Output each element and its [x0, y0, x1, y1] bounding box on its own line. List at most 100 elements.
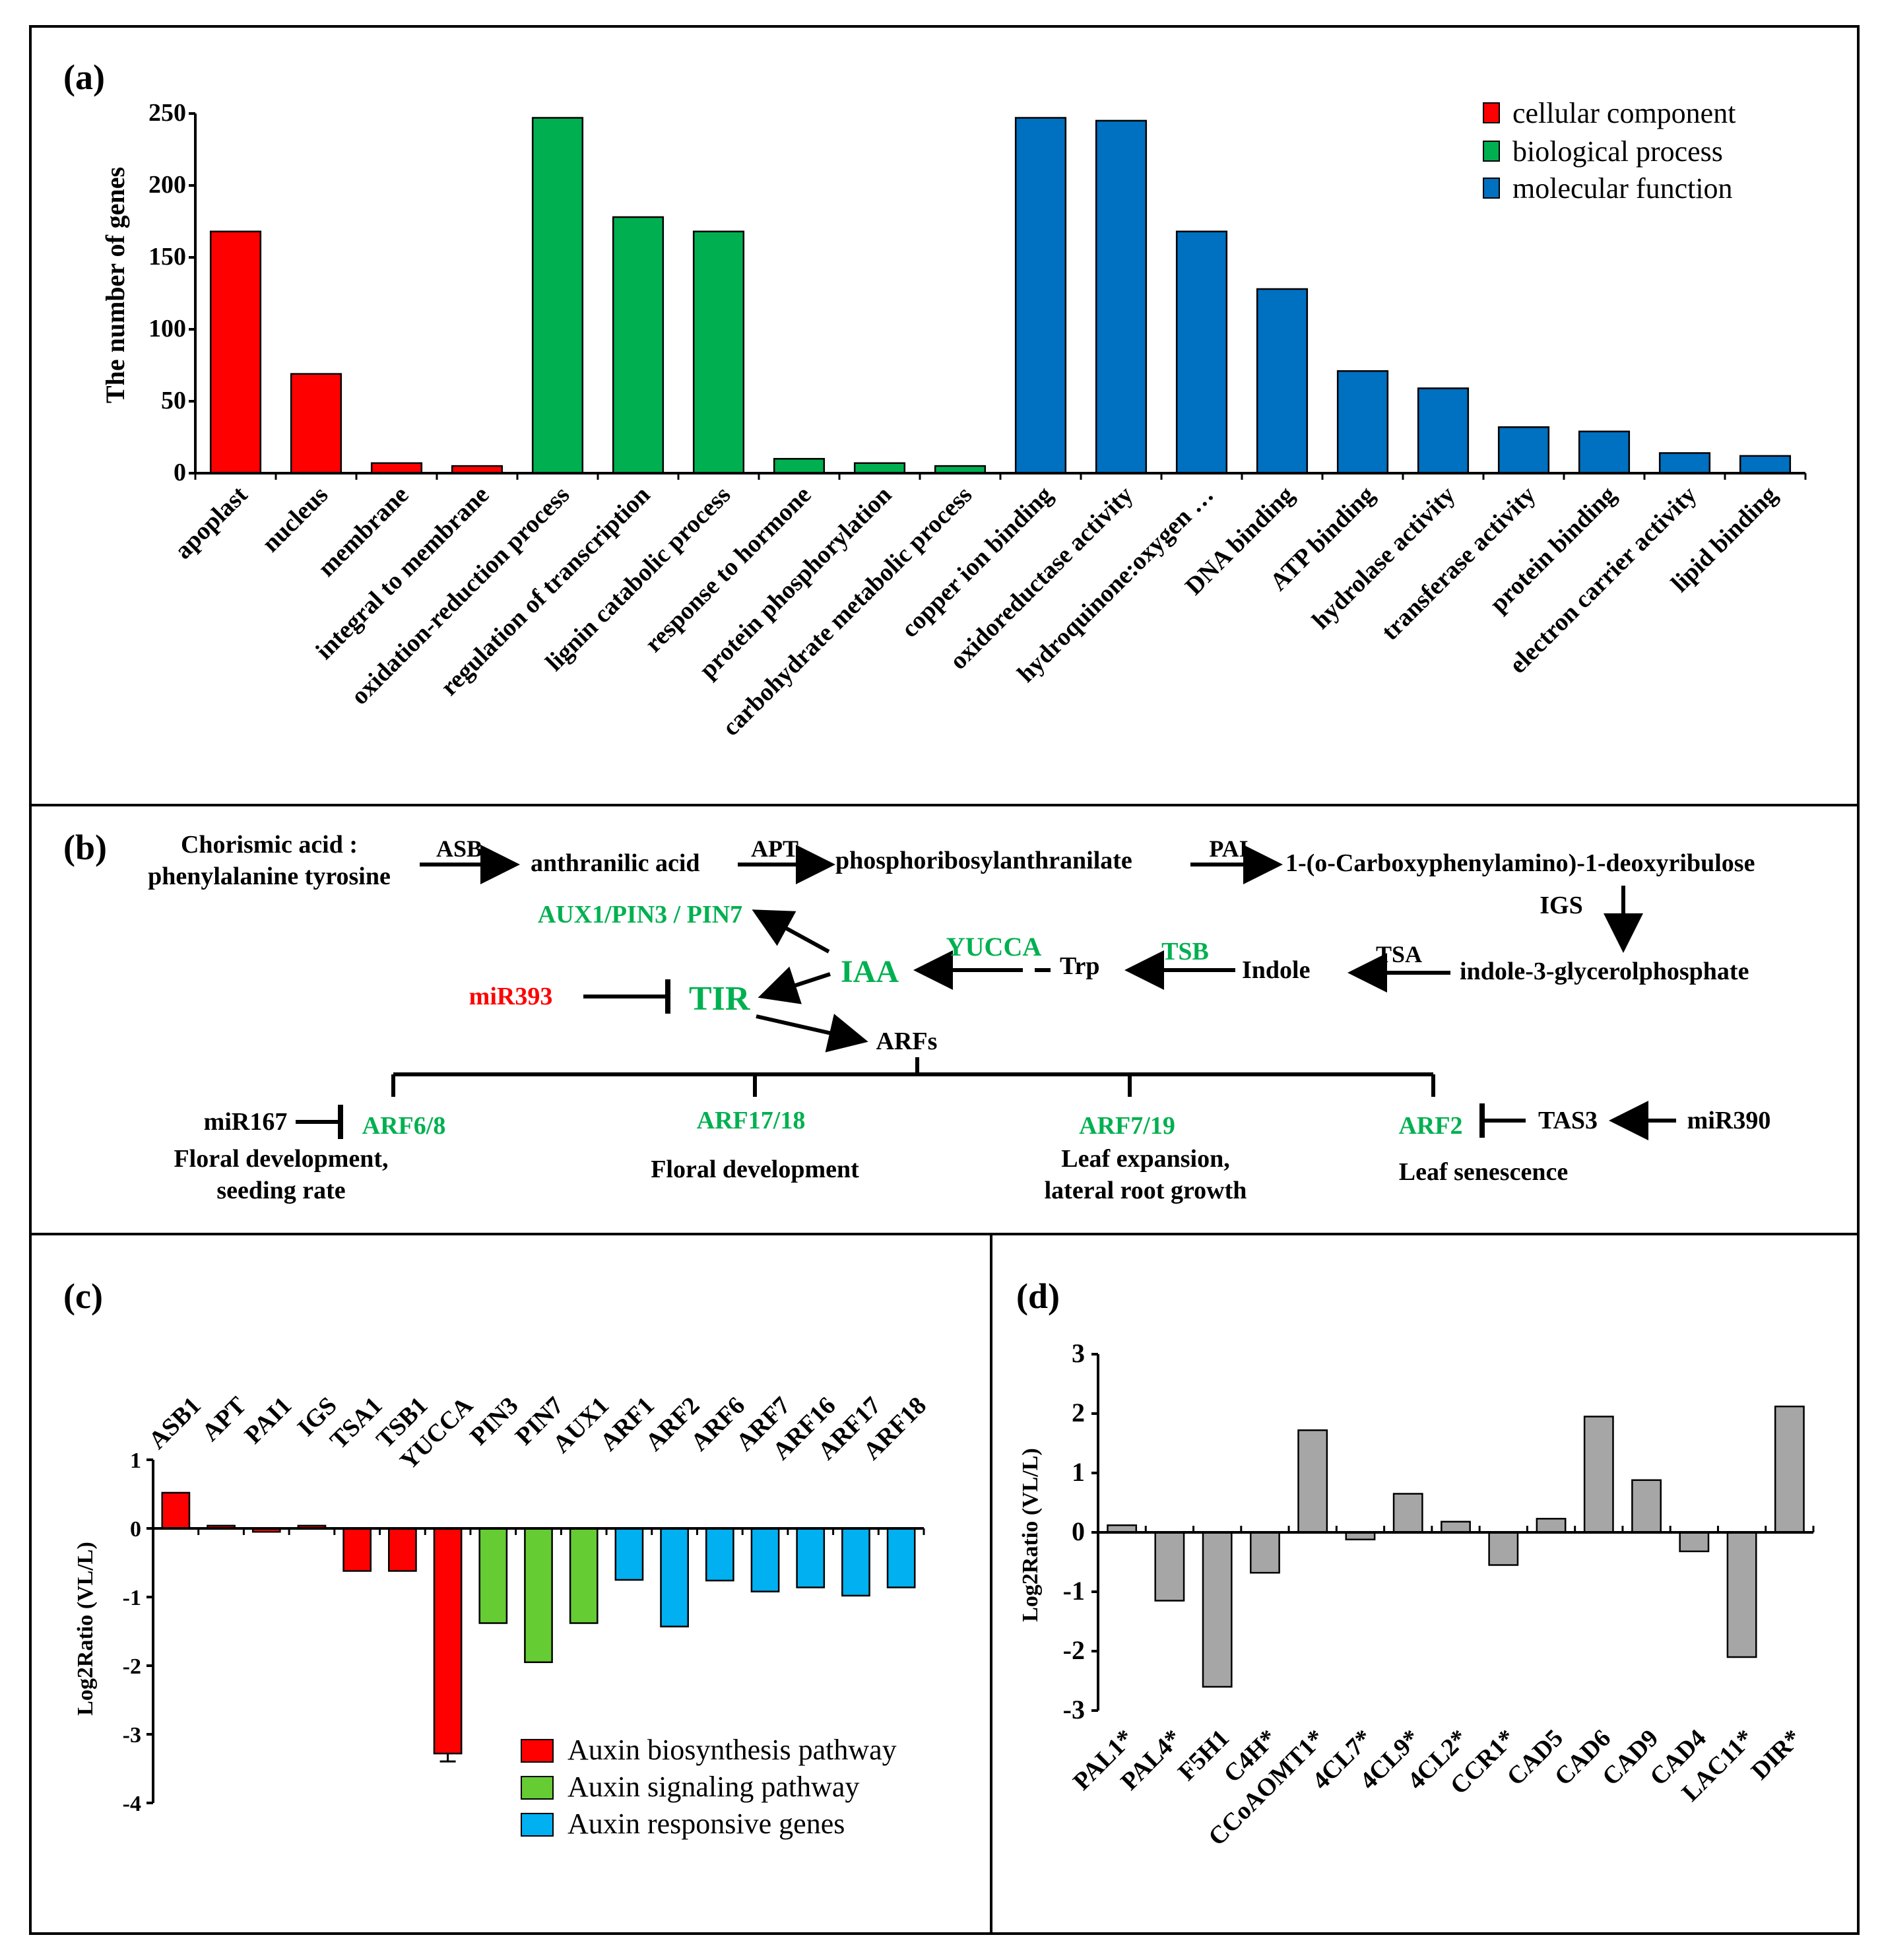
- bar-atp-binding: [1336, 370, 1389, 474]
- chart-d-yticks: 3 2 1 0 -1 -2 -3: [1063, 1338, 1085, 1724]
- bar-pin3: [478, 1527, 508, 1624]
- pathway-mir167: miR167: [204, 1108, 288, 1136]
- legend-label-auxin-responsive: Auxin responsive genes: [568, 1808, 845, 1840]
- chart-c-yticks: 1 0 -1 -2 -3 -4: [123, 1449, 141, 1816]
- chart-a-ytick: 250: [148, 99, 186, 127]
- pathway-phenylalanine-tyrosine: phenylalanine tyrosine: [148, 863, 391, 890]
- bar-cad9: [1631, 1479, 1662, 1534]
- pathway-arf7-19: ARF7/19: [1079, 1112, 1175, 1140]
- bar-apoplast: [209, 230, 262, 474]
- panel-c-label: (c): [63, 1276, 103, 1316]
- legend-swatch-auxin-responsive: [521, 1813, 554, 1837]
- pathway-arf17-18-desc: Floral development: [651, 1156, 859, 1183]
- bar-membrane: [370, 462, 423, 474]
- chart-a: The number of genes 0 50 100 150 200 250…: [100, 97, 1807, 742]
- bar-pal4-: [1154, 1531, 1185, 1602]
- bar-regulation-of-transcription: [612, 216, 665, 474]
- bar-dna-binding: [1256, 288, 1309, 474]
- bar-arf16: [796, 1527, 826, 1588]
- bar-ccoaomt1-: [1297, 1429, 1328, 1534]
- category-label: PIN3: [465, 1392, 523, 1451]
- legend-label-auxin-signaling: Auxin signaling pathway: [568, 1771, 859, 1803]
- pathway-tir: TIR: [689, 980, 751, 1018]
- legend-label-biological-process: biological process: [1512, 135, 1723, 168]
- bar-arf17: [841, 1527, 870, 1597]
- legend-label-auxin-biosynthesis: Auxin biosynthesis pathway: [568, 1734, 897, 1766]
- pathway-arf6-8-desc-1: Floral development,: [174, 1145, 388, 1173]
- chart-d-ytick: -3: [1063, 1695, 1085, 1724]
- chart-d-ytick: -2: [1063, 1635, 1085, 1665]
- pathway-mir390: miR390: [1687, 1107, 1771, 1134]
- bar-tsb1: [388, 1527, 417, 1572]
- bar-ccr1-: [1488, 1531, 1519, 1566]
- bar-cad4: [1679, 1531, 1710, 1553]
- bar-aux1: [569, 1527, 599, 1624]
- pathway-tas3: TAS3: [1538, 1107, 1598, 1134]
- bar-transferase-activity: [1497, 426, 1550, 474]
- chart-a-ytick: 150: [148, 243, 186, 271]
- panel-d-label: (d): [1016, 1276, 1060, 1316]
- pathway-carboxyphenylamino: 1-(o-Carboxyphenylamino)-1-deoxyribulose: [1285, 849, 1755, 877]
- chart-a-ytick: 100: [148, 315, 186, 343]
- bar-copper-ion-binding: [1014, 117, 1067, 474]
- pathway-anthranilic-acid: anthranilic acid: [531, 849, 700, 877]
- pathway-aux1-pin3-pin7: AUX1/PIN3 / PIN7: [538, 901, 742, 929]
- category-label: APT: [197, 1392, 251, 1447]
- pathway-phosphoribosylanthranilate: phosphoribosylanthranilate: [835, 847, 1132, 874]
- category-label: transferase activity: [1377, 481, 1541, 646]
- chart-d-ytick: 2: [1072, 1398, 1085, 1427]
- bar-nucleus: [290, 373, 342, 474]
- pathway-asb: ASB: [436, 835, 482, 862]
- bar-protein-binding: [1578, 430, 1631, 474]
- chart-a-ytick: 0: [174, 459, 186, 486]
- chart-c-legend: Auxin biosynthesis pathway Auxin signali…: [521, 1734, 897, 1840]
- pathway-tsb: TSB: [1161, 938, 1209, 965]
- category-label: hydrolase activity: [1307, 481, 1460, 635]
- chart-d-ytick: 0: [1072, 1517, 1085, 1546]
- pathway-indole: Indole: [1242, 956, 1310, 984]
- bar-lac11-: [1726, 1531, 1757, 1658]
- bar-hydrolase-activity: [1417, 387, 1470, 474]
- pathway-apt: APT: [751, 835, 798, 862]
- chart-c-ytick: 1: [130, 1449, 141, 1473]
- pathway-iaa: IAA: [841, 954, 899, 989]
- category-label: PAI1: [240, 1392, 297, 1449]
- bar-cad5: [1536, 1518, 1567, 1534]
- chart-c-ytick: -2: [123, 1654, 141, 1679]
- pathway-yucca: YUCCA: [946, 932, 1042, 962]
- legend-swatch-auxin-signaling: [521, 1776, 554, 1800]
- bar-f5h1: [1202, 1531, 1233, 1688]
- pathway-arf2-desc: Leaf senescence: [1399, 1158, 1568, 1186]
- bar-arf1: [614, 1527, 644, 1581]
- bar-arf2: [660, 1527, 689, 1627]
- bar-response-to-hormone: [773, 457, 826, 474]
- category-label: apoplast: [170, 480, 253, 564]
- category-label: nucleus: [257, 481, 333, 558]
- bar-tsa1: [342, 1527, 372, 1572]
- bar-c4h-: [1250, 1531, 1280, 1574]
- bar-4cl2-: [1441, 1520, 1471, 1534]
- chart-c-ytick: -4: [123, 1792, 141, 1816]
- chart-d-ytick: -1: [1063, 1576, 1085, 1606]
- bar-arf7: [750, 1527, 780, 1592]
- bar-lipid-binding: [1739, 455, 1792, 474]
- chart-a-yticks: 0 50 100 150 200 250: [148, 99, 186, 486]
- chart-c-ylabel: Log2Ratio (VL/L): [73, 1542, 98, 1716]
- pathway-arf17-18: ARF17/18: [697, 1107, 806, 1134]
- legend-label-cellular-component: cellular component: [1512, 97, 1736, 129]
- category-label: copper ion binding: [896, 481, 1058, 643]
- arrow-tir-to-arfs: [756, 1014, 868, 1053]
- chart-d-ytick: 3: [1072, 1338, 1085, 1368]
- pathway-mir393: miR393: [469, 983, 553, 1010]
- pathway-arf7-19-desc-1: Leaf expansion,: [1061, 1145, 1229, 1173]
- legend-label-molecular-function: molecular function: [1512, 172, 1733, 205]
- category-label: F5H1: [1173, 1724, 1235, 1786]
- pathway-trp: Trp: [1060, 952, 1100, 980]
- bar-arf18: [886, 1527, 916, 1588]
- pathway-pai: PAI: [1209, 835, 1248, 862]
- bar-oxidation-reduction-process: [531, 117, 584, 474]
- auxin-pathway-diagram: Chorismic acid : phenylalanine tyrosine …: [148, 831, 1770, 1204]
- panel-d-frame: [990, 1233, 1860, 1935]
- bar-protein-phosphorylation: [853, 462, 906, 474]
- pathway-arfs: ARFs: [876, 1028, 938, 1055]
